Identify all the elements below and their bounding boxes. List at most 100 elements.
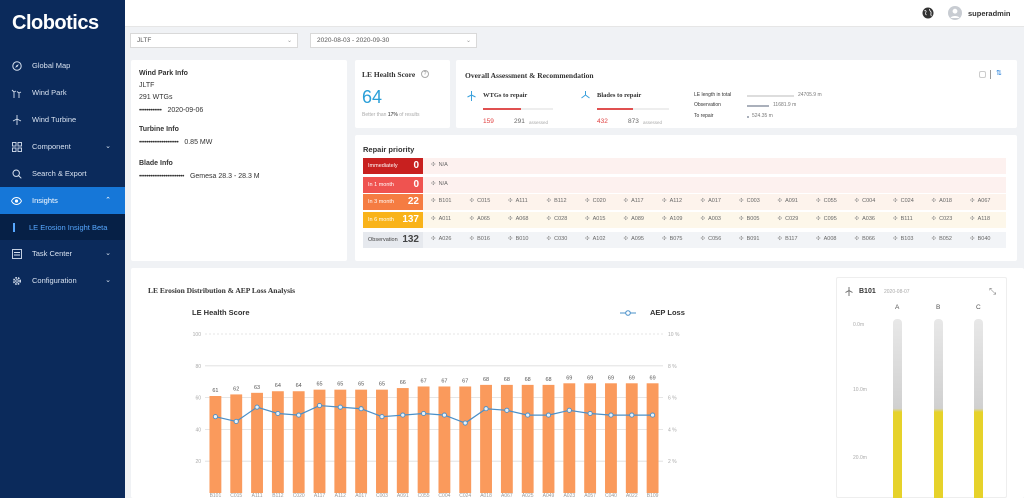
wind-turbine-icon: ✣ — [777, 198, 783, 204]
aep-loss-point — [275, 410, 281, 417]
turbine-chip[interactable]: ✣ B111 — [893, 216, 932, 222]
turbine-chip[interactable]: ✣ B040 — [970, 236, 1009, 242]
turbine-chip[interactable]: ✣ A011 — [431, 216, 470, 222]
turbine-chip[interactable]: ✣ C029 — [778, 216, 817, 222]
sidebar-item-configuration[interactable]: Configuration ⌄ — [0, 267, 125, 294]
data-label: 67 — [462, 378, 468, 384]
turbine-chip[interactable]: ✣ C056 — [701, 236, 740, 242]
turbine-id: N/A — [438, 162, 448, 168]
x-tick-label: B109 — [647, 493, 659, 498]
turbine-chip[interactable]: ✣ A026 — [431, 236, 470, 242]
turbine-chip[interactable]: ✣ C055 — [816, 198, 855, 204]
blade-repair-label: Blades to repair — [597, 92, 642, 99]
priority-row: Immediately 0 ✣ N/A — [363, 158, 1006, 174]
turbine-id: C015 — [477, 198, 491, 204]
le-health-title: LE Health Score — [362, 70, 416, 79]
turbine-chip[interactable]: ✣ B112 — [547, 198, 586, 204]
turbine-chip[interactable]: ✣ A065 — [470, 216, 509, 222]
assessment-card: Overall Assessment & Recommendation ⇅ WT… — [456, 60, 1017, 128]
turbine-chip[interactable]: ✣ B005 — [739, 216, 778, 222]
turbine-chip[interactable]: ✣ B052 — [932, 236, 971, 242]
park-select[interactable]: JLTF ⌄ — [130, 33, 298, 48]
turbine-chip[interactable]: ✣ C020 — [585, 198, 624, 204]
x-tick-label: A017 — [355, 493, 367, 498]
turbine-chip[interactable]: ✣ A067 — [970, 198, 1009, 204]
sort-icon[interactable]: ⇅ — [996, 70, 1002, 77]
sidebar-item-wind-park[interactable]: Wind Park — [0, 79, 125, 106]
blade-bar[interactable] — [893, 319, 902, 498]
date-range-select[interactable]: 2020-08-03 - 2020-09-30 ⌄ — [310, 33, 477, 48]
sidebar-item-component[interactable]: Component ⌄ — [0, 133, 125, 160]
turbine-chip[interactable]: ✣ A112 — [662, 198, 701, 204]
turbine-chip[interactable]: ✣ B101 — [431, 198, 470, 204]
turbine-chip[interactable]: ✣ B010 — [508, 236, 547, 242]
avatar[interactable] — [948, 6, 962, 20]
blade-label: B — [936, 304, 941, 311]
turbine-chip[interactable]: ✣ A068 — [508, 216, 547, 222]
turbine-id: B052 — [939, 236, 952, 242]
wind-turbine-icon: ✣ — [431, 162, 436, 168]
turbine-chip[interactable]: ✣ A036 — [855, 216, 894, 222]
data-label: 64 — [275, 383, 281, 389]
sidebar-item-le-erosion[interactable]: LE Erosion Insight Beta — [0, 214, 125, 240]
help-icon[interactable]: ? — [421, 70, 429, 78]
turbine-chip[interactable]: ✣ A117 — [624, 198, 663, 204]
divider — [990, 70, 991, 79]
wind-turbine-icon: ✣ — [700, 198, 706, 204]
turbine-chip[interactable]: ✣ B066 — [855, 236, 894, 242]
sidebar-item-insights[interactable]: Insights ⌃ — [0, 187, 125, 214]
expand-icon[interactable]: ⤡ — [989, 286, 997, 296]
turbine-chip[interactable]: ✣ C004 — [855, 198, 894, 204]
turbine-chip[interactable]: ✣ A017 — [701, 198, 740, 204]
turbine-chip[interactable]: ✣ B016 — [470, 236, 509, 242]
turbine-chip[interactable]: ✣ C030 — [547, 236, 586, 242]
turbine-chip[interactable]: ✣ A111 — [508, 198, 547, 204]
turbine-chip[interactable]: ✣ A109 — [662, 216, 701, 222]
turbine-chip[interactable]: ✣ A018 — [932, 198, 971, 204]
turbine-chip[interactable]: ✣ C024 — [893, 198, 932, 204]
priority-label: Immediately — [368, 163, 398, 169]
turbine-chip[interactable]: ✣ C015 — [470, 198, 509, 204]
turbine-chip[interactable]: ✣ C003 — [739, 198, 778, 204]
turbine-chip[interactable]: ✣ B075 — [662, 236, 701, 242]
turbine-chip[interactable]: ✣ A015 — [585, 216, 624, 222]
turbine-chip[interactable]: ✣ A008 — [816, 236, 855, 242]
turbine-chip[interactable]: ✣ A095 — [624, 236, 663, 242]
priority-tag: In 1 month 0 — [363, 177, 423, 193]
turbine-chip[interactable]: ✣ N/A — [431, 162, 470, 168]
turbine-chip[interactable]: ✣ A003 — [701, 216, 740, 222]
turbine-chip[interactable]: ✣ A091 — [778, 198, 817, 204]
turbine-id: A109 — [669, 216, 683, 222]
sidebar-item-wind-turbine[interactable]: Wind Turbine — [0, 106, 125, 133]
turbine-chip[interactable]: ✣ C095 — [816, 216, 855, 222]
turbine-id: B005 — [746, 216, 760, 222]
wind-turbine-icon — [845, 287, 853, 298]
wind-turbine-icon: ✣ — [893, 216, 898, 222]
turbine-chip[interactable]: ✣ B091 — [739, 236, 778, 242]
wind-turbine-icon: ✣ — [739, 216, 744, 222]
globe-icon[interactable] — [922, 7, 934, 21]
y2-tick-label: 6 % — [668, 396, 677, 402]
turbine-chip[interactable]: ✣ C028 — [547, 216, 586, 222]
blade-bar[interactable] — [974, 319, 983, 498]
wind-turbine-icon: ✣ — [854, 198, 860, 204]
sidebar-item-global-map[interactable]: Global Map — [0, 52, 125, 79]
turbine-chip[interactable]: ✣ A118 — [970, 216, 1009, 222]
turbine-chip[interactable]: ✣ A102 — [585, 236, 624, 242]
sidebar-item-search-export[interactable]: Search & Export — [0, 160, 125, 187]
sidebar-item-task-center[interactable]: Task Center ⌄ — [0, 240, 125, 267]
y2-tick-label: 4 % — [668, 427, 677, 433]
compass-icon — [11, 60, 22, 71]
x-tick-label: C055 — [418, 493, 430, 498]
chart-view-icon[interactable] — [979, 71, 986, 78]
turbine-chip[interactable]: ✣ C023 — [932, 216, 971, 222]
blade-bar[interactable] — [934, 319, 943, 498]
sidebar-item-label: Wind Park — [32, 88, 67, 97]
turbine-chip[interactable]: ✣ A089 — [624, 216, 663, 222]
x-tick-label: C020 — [293, 493, 305, 498]
turbine-chip[interactable]: ✣ B103 — [893, 236, 932, 242]
priority-count: 0 — [413, 179, 419, 190]
turbine-chip[interactable]: ✣ B117 — [778, 236, 817, 242]
username[interactable]: superadmin — [968, 9, 1011, 18]
turbine-chip[interactable]: ✣ N/A — [431, 181, 470, 187]
